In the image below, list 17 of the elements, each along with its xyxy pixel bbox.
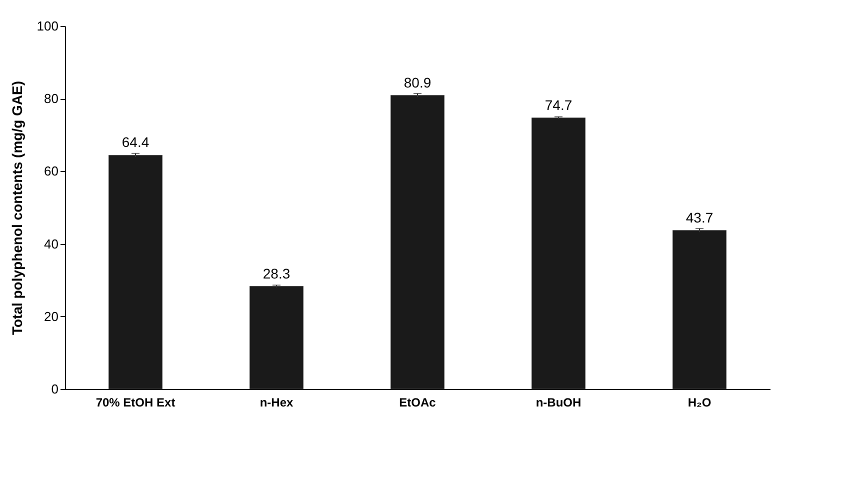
data-label: 80.9 (404, 74, 432, 90)
y-tick-label: 20 (44, 308, 58, 324)
x-tick-label: n-Hex (260, 396, 294, 410)
data-label: 43.7 (686, 209, 714, 226)
data-label: 28.3 (262, 265, 290, 282)
y-tick-label: 80 (44, 91, 58, 106)
x-tick-label: n-BuOH (536, 396, 582, 410)
x-tick-label: 70% EtOH Ext (96, 396, 176, 410)
y-tick-label: 60 (44, 164, 58, 179)
y-tick-label: 0 (51, 382, 58, 396)
y-tick-label: 100 (36, 18, 58, 34)
y-tick-label: 40 (44, 236, 58, 252)
x-tick-label: EtOAc (399, 396, 436, 410)
data-label: 64.4 (122, 134, 150, 150)
y-axis-title: Total polyphenol contents (mg/g GAE) (8, 80, 25, 336)
x-tick-label: H₂O (688, 396, 712, 410)
data-label: 74.7 (544, 96, 572, 113)
